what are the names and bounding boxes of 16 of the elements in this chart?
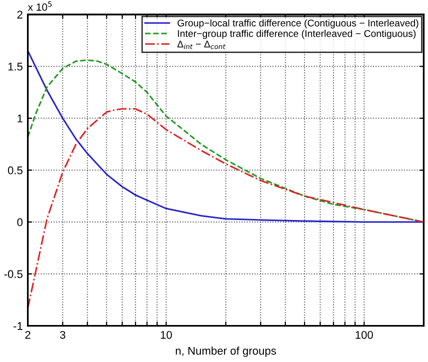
legend-label: Group−local traffic difference (Contiguous − Interleaved) [178,19,418,28]
text: x 10$^{5}$ [28,1,52,11]
y-tick-label: 1 [18,114,22,122]
legend-label: Δ$_{int}$ − Δ$_{cont}$ [177,40,226,50]
x-tick-label: 3 [60,330,66,339]
y-tick-label: -1 [14,322,22,330]
y-tick-label: 0 [17,218,23,226]
x-tick-label: 100 [356,330,373,339]
y-tick-label: -0.5 [4,270,22,278]
x-tick-label: 10 [160,330,172,339]
legend-label: Inter−group traffic difference (Interleaved − Contiguous) [178,30,416,39]
y-tick-label: 1.5 [8,62,22,70]
x-tick-label: 2 [25,330,30,339]
y-tick-label: 2 [17,10,22,19]
x-axis-title: n, Number of groups [176,346,276,357]
y-tick-label: 0.5 [8,166,22,174]
